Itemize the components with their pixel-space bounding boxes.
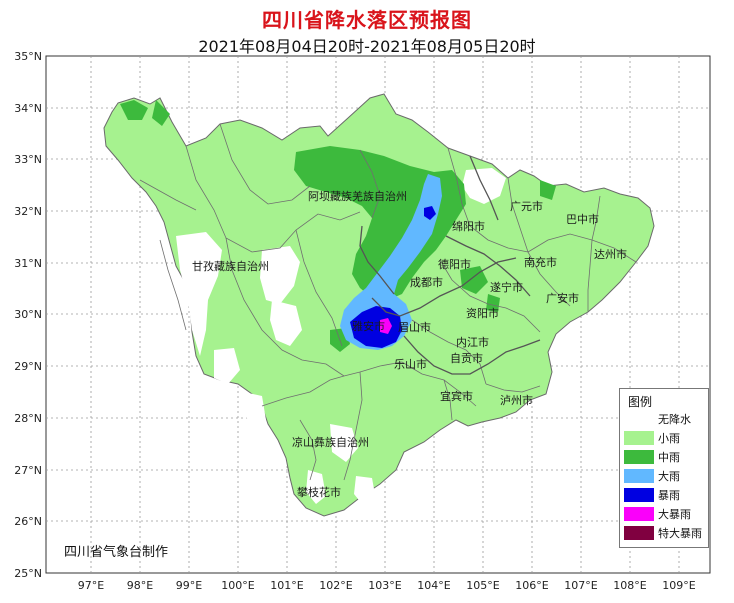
legend-swatch [624,526,654,540]
city-label-chengdu: 成都市 [410,275,443,289]
longitude-label: 101°E [270,579,303,592]
latitude-label: 29°N [14,360,42,373]
legend-item: 大暴雨 [624,506,691,522]
latitude-label: 30°N [14,308,42,321]
legend-label: 中雨 [658,451,680,464]
longitude-label: 97°E [78,579,104,592]
longitude-label: 102°E [319,579,352,592]
legend-swatch [624,488,654,502]
no-rain-patches [176,168,506,504]
longitude-label: 106°E [515,579,548,592]
city-label-aba: 阿坝藏族羌族自治州 [308,189,407,203]
legend-label: 大雨 [658,470,680,483]
city-label-leshan: 乐山市 [394,357,427,371]
heavy-rain-area [340,174,442,350]
city-label-mianyang: 绵阳市 [452,219,485,233]
city-label-zigong: 自贡市 [450,351,483,365]
legend-swatch [624,450,654,464]
latitude-label: 34°N [14,102,42,115]
legend-swatch [624,507,654,521]
latitude-label: 31°N [14,257,42,270]
map-subtitle: 2021年08月04日20时-2021年08月05日20时 [198,37,536,56]
map-title: 四川省降水落区预报图 [262,8,472,32]
longitude-label: 105°E [466,579,499,592]
heavy-rainstorm-area [380,318,392,334]
city-label-guangan: 广安市 [546,291,579,305]
legend-item: 中雨 [624,449,680,465]
city-label-panzhihua: 攀枝花市 [297,485,341,499]
latitude-label: 33°N [14,153,42,166]
longitude-label: 99°E [176,579,202,592]
city-label-neijiang: 内江市 [456,335,489,349]
credit-text: 四川省气象台制作 [64,545,169,560]
legend-title: 图例 [628,395,653,409]
county-boundaries [139,123,637,481]
longitude-label: 108°E [613,579,646,592]
latitude-label: 26°N [14,515,42,528]
legend-swatch [624,412,654,426]
city-label-yaan: 雅安市 [352,319,385,333]
legend-swatch [624,469,654,483]
city-label-deyang: 德阳市 [438,257,471,271]
city-label-bazhong: 巴中市 [566,212,599,226]
city-label-guangyuan: 广元市 [510,199,543,213]
longitude-label: 104°E [417,579,450,592]
city-label-luzhou: 泸州市 [500,393,533,407]
longitude-label: 98°E [127,579,153,592]
city-boundaries [359,155,541,375]
longitude-label: 103°E [368,579,401,592]
legend-label: 小雨 [658,432,680,445]
latitude-labels: 35°N 34°N 33°N 32°N 31°N 30°N 29°N 28°N 27°N 26°N… [14,50,42,580]
city-label-yibin: 宜宾市 [440,389,473,403]
legend-item: 无降水 [624,411,691,427]
legend: 图例 无降水小雨中雨大雨暴雨大暴雨特大暴雨 [619,388,709,548]
latitude-label: 27°N [14,464,42,477]
latitude-label: 28°N [14,412,42,425]
legend-item: 小雨 [624,430,680,446]
city-label-suining: 遂宁市 [490,280,523,294]
legend-label: 暴雨 [658,489,680,502]
city-label-ziyang: 资阳市 [466,306,499,320]
legend-item: 大雨 [624,468,680,484]
longitude-labels: 97°E 98°E 99°E 100°E 101°E 102°E 103°E 104°E 105… [78,579,696,592]
city-label-dazhou: 达州市 [594,247,627,261]
latitude-label: 32°N [14,205,42,218]
longitude-label: 107°E [564,579,597,592]
city-label-nanchong: 南充市 [524,255,557,269]
city-label-ganzi: 甘孜藏族自治州 [192,259,269,273]
legend-label: 无降水 [658,413,691,426]
legend-item: 暴雨 [624,487,680,503]
legend-swatch [624,431,654,445]
legend-label: 大暴雨 [658,508,691,521]
city-label-meishan: 眉山市 [398,320,431,334]
legend-item: 特大暴雨 [624,525,702,541]
longitude-label: 100°E [221,579,254,592]
latitude-label: 35°N [14,50,42,63]
legend-label: 特大暴雨 [658,527,702,540]
city-label-liangshan: 凉山彝族自治州 [292,435,369,449]
latitude-label: 25°N [14,567,42,580]
rainstorm-area [350,206,436,348]
longitude-label: 109°E [662,579,695,592]
